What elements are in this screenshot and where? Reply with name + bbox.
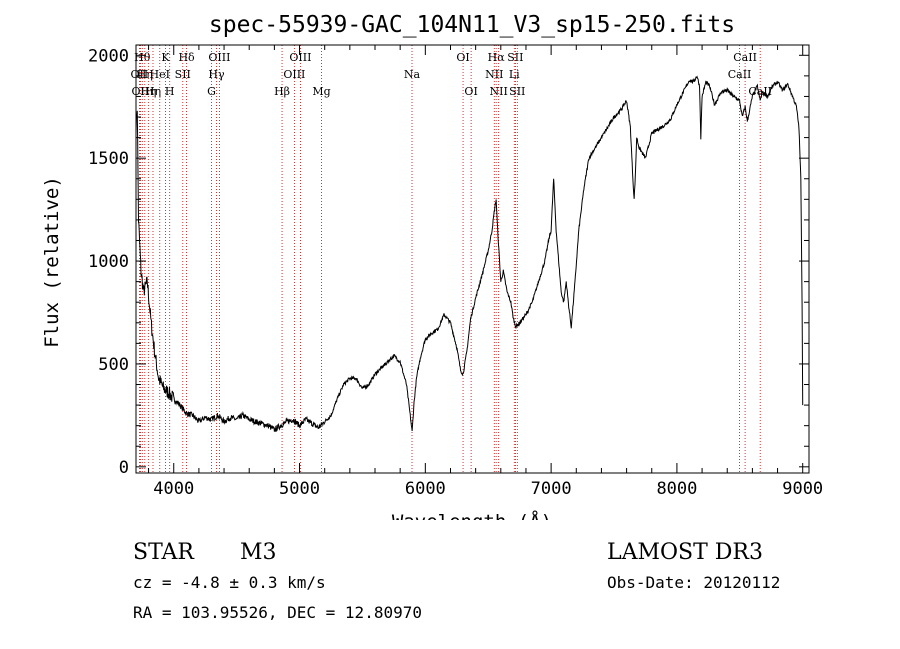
line-marker-label: OII (131, 68, 149, 81)
spectrum-chart: spec-55939-GAC_104N11_V3_sp15-250.fits F… (41, 12, 823, 520)
line-marker-label: OIII (283, 68, 305, 81)
line-marker-label: Hβ (274, 85, 290, 98)
line-marker-label: Na (404, 68, 421, 81)
x-tick-label: 6000 (405, 479, 446, 499)
line-marker-label: SII (175, 68, 191, 81)
x-tick-label: 8000 (656, 479, 697, 499)
y-tick-label: 0 (119, 458, 129, 478)
line-marker-label: K (161, 51, 170, 64)
x-tick-label: 7000 (531, 479, 572, 499)
line-marker-label: CaII (733, 51, 757, 64)
line-marker-label: Hθ (134, 51, 151, 64)
line-marker-label: Hη (145, 85, 161, 98)
x-tick-label: 4000 (153, 479, 194, 499)
line-marker-label: Hη (140, 85, 156, 98)
line-marker-label: SII (507, 51, 523, 64)
spectral-line-markers: OIIOIIHθHηHηHηHeIKHSIIHδGHγOIIIHβOIIIOII… (131, 45, 772, 473)
x-tick-label: 5000 (279, 479, 320, 499)
line-marker-label: Hδ (178, 51, 195, 64)
x-axis-label: Wavelength (Å) (392, 510, 552, 520)
y-tick-label: 500 (98, 355, 129, 375)
line-marker-label: CaII (728, 68, 752, 81)
y-tick-label: 1500 (88, 149, 129, 169)
ra-dec: RA = 103.95526, DEC = 12.80970 (133, 603, 422, 622)
line-marker-label: OIII (289, 51, 311, 64)
object-subclass: M3 (240, 540, 277, 565)
line-marker-label: NII (485, 68, 503, 81)
x-tick-label: 9000 (782, 479, 823, 499)
line-marker-label: OI (464, 85, 477, 98)
y-axis-label: Flux (relative) (41, 176, 63, 348)
survey-name: LAMOST DR3 (607, 540, 763, 565)
line-marker-label: G (207, 85, 216, 98)
plot-frame (135, 44, 810, 474)
y-tick-label: 1000 (88, 252, 129, 272)
line-marker-label: SII (509, 85, 525, 98)
line-marker-label: HeI (150, 68, 170, 81)
axes: 4000 5000 6000 7000 8000 9000 0 500 1000 1500 2000 (88, 44, 823, 499)
obs-date: Obs-Date: 20120112 (607, 573, 781, 592)
line-marker-label: Mg (312, 85, 330, 98)
line-marker-label: Li (509, 68, 520, 81)
chart-title: spec-55939-GAC_104N11_V3_sp15-250.fits (209, 12, 735, 38)
y-tick-label: 2000 (88, 46, 129, 66)
line-marker-label: Hα (488, 51, 506, 64)
line-marker-label: NII (490, 85, 508, 98)
line-marker-label: OIII (208, 51, 230, 64)
object-class: STAR (133, 540, 194, 565)
line-marker-label: H (165, 85, 175, 98)
redshift-cz: cz = -4.8 ± 0.3 km/s (133, 573, 326, 592)
line-marker-label: OI (456, 51, 469, 64)
line-marker-label: Hη (137, 68, 153, 81)
line-marker-label: Hγ (208, 68, 225, 81)
spectrum-line (135, 75, 804, 432)
